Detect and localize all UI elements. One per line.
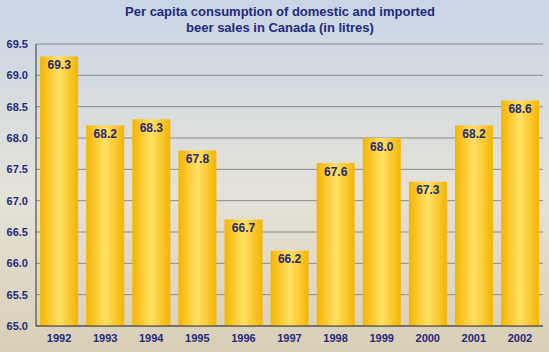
svg-text:1998: 1998 [323, 332, 347, 344]
svg-text:69.0: 69.0 [7, 69, 28, 81]
svg-text:66.2: 66.2 [278, 252, 302, 266]
svg-text:67.5: 67.5 [7, 163, 28, 175]
svg-text:1995: 1995 [185, 332, 209, 344]
svg-text:68.5: 68.5 [7, 101, 28, 113]
svg-text:65.0: 65.0 [7, 320, 28, 332]
svg-text:1996: 1996 [231, 332, 255, 344]
svg-text:66.5: 66.5 [7, 226, 28, 238]
svg-text:69.3: 69.3 [47, 58, 71, 72]
svg-text:2001: 2001 [462, 332, 486, 344]
svg-text:2000: 2000 [416, 332, 440, 344]
svg-text:67.6: 67.6 [324, 165, 348, 179]
svg-text:1992: 1992 [47, 332, 71, 344]
svg-text:68.2: 68.2 [94, 127, 118, 141]
svg-text:68.6: 68.6 [508, 102, 532, 116]
svg-text:67.8: 67.8 [186, 152, 210, 166]
svg-text:68.2: 68.2 [462, 127, 486, 141]
svg-text:67.3: 67.3 [416, 183, 440, 197]
svg-text:1994: 1994 [139, 332, 164, 344]
svg-text:68.3: 68.3 [140, 121, 164, 135]
html-text:Per capita consumption of dome: Per capita consumption of domestic and i… [125, 4, 435, 35]
svg-text:66.7: 66.7 [232, 221, 256, 235]
svg-text:1997: 1997 [277, 332, 301, 344]
svg-text:68.0: 68.0 [7, 132, 28, 144]
svg-text:1999: 1999 [369, 332, 393, 344]
svg-text:65.5: 65.5 [7, 289, 28, 301]
svg-text:66.0: 66.0 [7, 257, 28, 269]
svg-text:68.0: 68.0 [370, 140, 394, 154]
svg-text:1993: 1993 [93, 332, 117, 344]
svg-text:69.5: 69.5 [7, 38, 28, 50]
svg-text:67.0: 67.0 [7, 195, 28, 207]
svg-text:2002: 2002 [508, 332, 532, 344]
